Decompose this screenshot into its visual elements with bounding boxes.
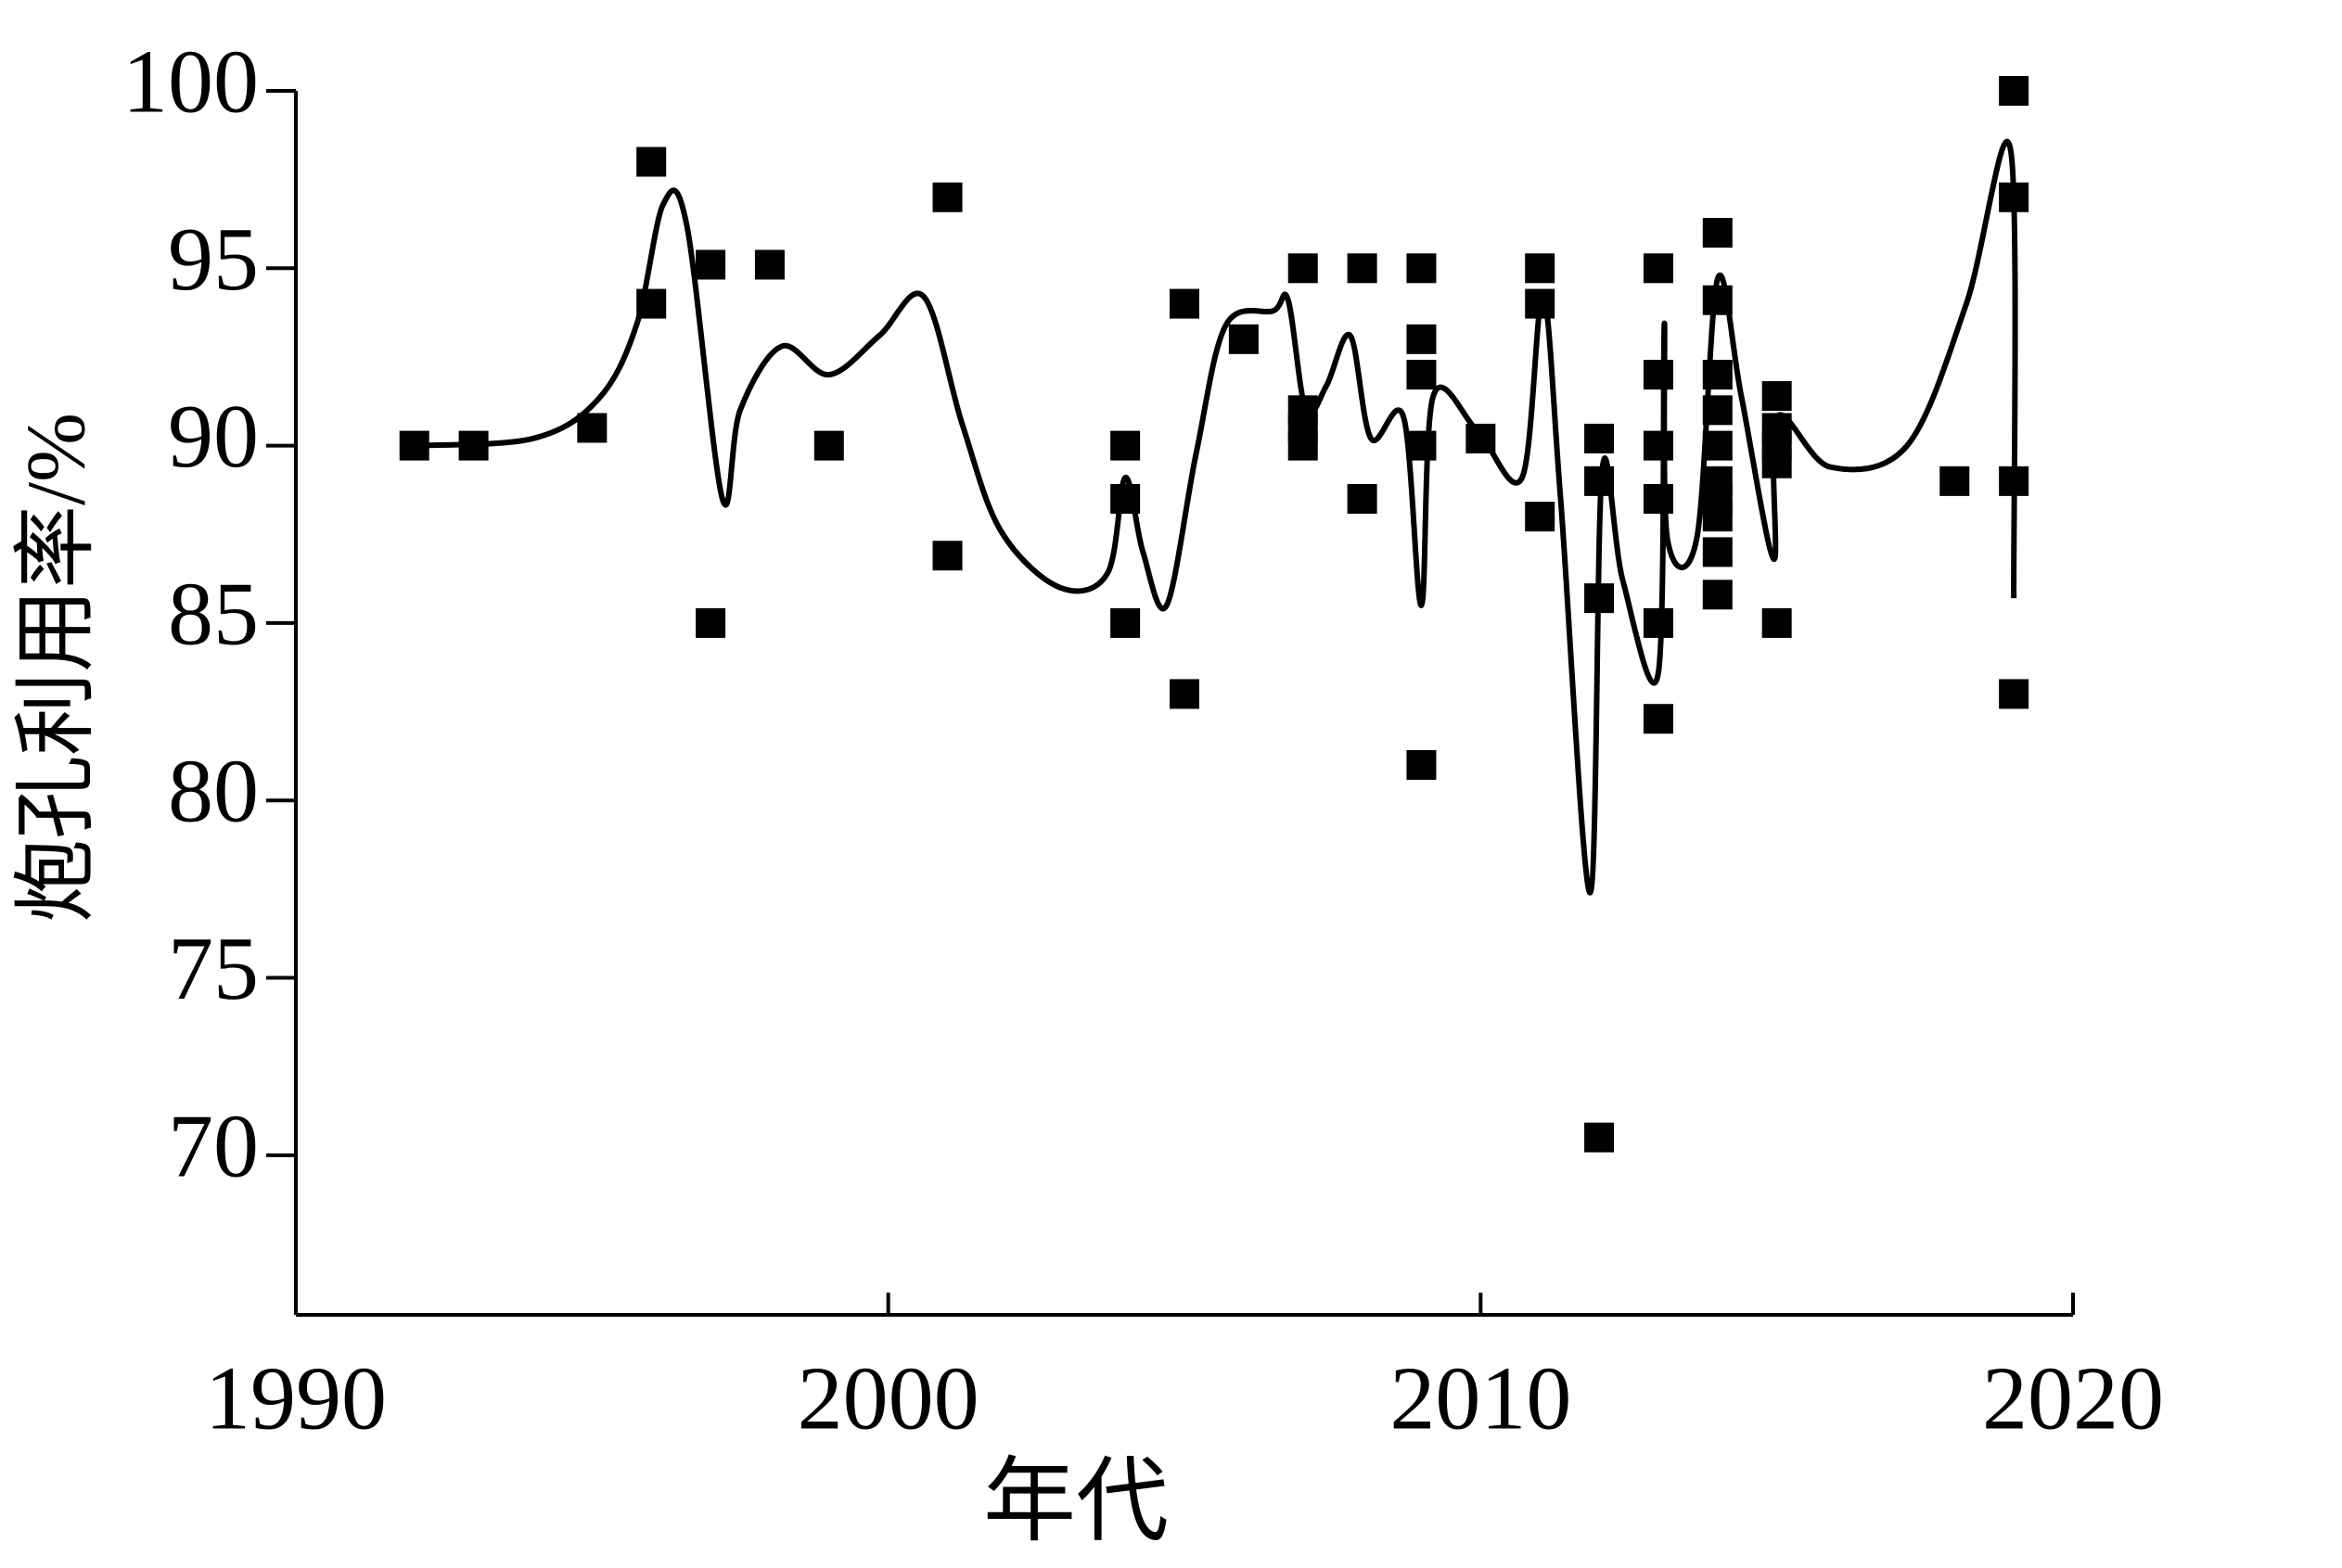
point: [1584, 423, 1615, 453]
fit-curve: [414, 138, 2018, 896]
point: [1702, 360, 1733, 390]
point: [1110, 484, 1141, 514]
point: [577, 413, 608, 443]
y-tick-label: 80: [168, 742, 259, 842]
y-tick-label: 100: [122, 32, 259, 132]
point: [399, 430, 429, 461]
point: [1406, 749, 1437, 780]
point: [636, 147, 667, 177]
point: [1999, 465, 2029, 496]
point: [1702, 218, 1733, 249]
point: [1999, 76, 2029, 106]
y-tick-label: 90: [168, 387, 259, 487]
point: [1228, 324, 1259, 354]
point: [1584, 1122, 1615, 1153]
point: [1406, 253, 1437, 284]
point: [1347, 484, 1377, 514]
point: [1643, 704, 1673, 734]
point: [1643, 253, 1673, 284]
point: [1170, 288, 1199, 319]
point: [1406, 360, 1437, 390]
point: [1999, 182, 2029, 212]
x-tick-label: 2010: [1389, 1348, 1571, 1448]
y-tick-label: 85: [168, 564, 259, 664]
point: [1525, 502, 1555, 532]
point: [932, 182, 963, 212]
point: [1110, 607, 1141, 638]
point: [1643, 484, 1673, 514]
x-tick-label: 2020: [1982, 1348, 2164, 1448]
x-axis-label: 年代: [983, 1450, 1169, 1553]
y-axis-label: 炮孔利用率/%: [11, 413, 103, 923]
point: [1999, 679, 2029, 709]
point: [1643, 607, 1673, 638]
x-tick-label: 1990: [205, 1348, 387, 1448]
point: [932, 541, 963, 571]
point: [1702, 580, 1733, 610]
point: [1939, 465, 1970, 496]
point: [1287, 430, 1318, 461]
point: [1761, 448, 1792, 478]
y-tick-label: 70: [168, 1096, 259, 1196]
point: [1643, 360, 1673, 390]
y-tick-label: 75: [168, 919, 259, 1019]
point: [696, 249, 726, 280]
point: [1406, 430, 1437, 461]
point: [1584, 465, 1615, 496]
point: [1465, 423, 1496, 453]
point: [1702, 537, 1733, 567]
point: [1525, 253, 1555, 284]
point: [1110, 430, 1141, 461]
point: [636, 288, 667, 319]
point: [1702, 430, 1733, 461]
point: [1584, 583, 1615, 614]
point: [813, 430, 844, 461]
point: [1761, 607, 1792, 638]
point: [1702, 395, 1733, 426]
point: [1347, 253, 1377, 284]
point: [1761, 381, 1792, 412]
point: [1643, 430, 1673, 461]
y-tick-label: 95: [168, 210, 259, 310]
point: [1525, 288, 1555, 319]
x-tick-label: 2000: [798, 1348, 979, 1448]
point: [458, 430, 489, 461]
point: [1170, 679, 1199, 709]
point: [1287, 253, 1318, 284]
point: [696, 607, 726, 638]
point: [1702, 285, 1733, 315]
point: [1406, 324, 1437, 354]
point: [754, 249, 785, 280]
point: [1702, 502, 1733, 532]
